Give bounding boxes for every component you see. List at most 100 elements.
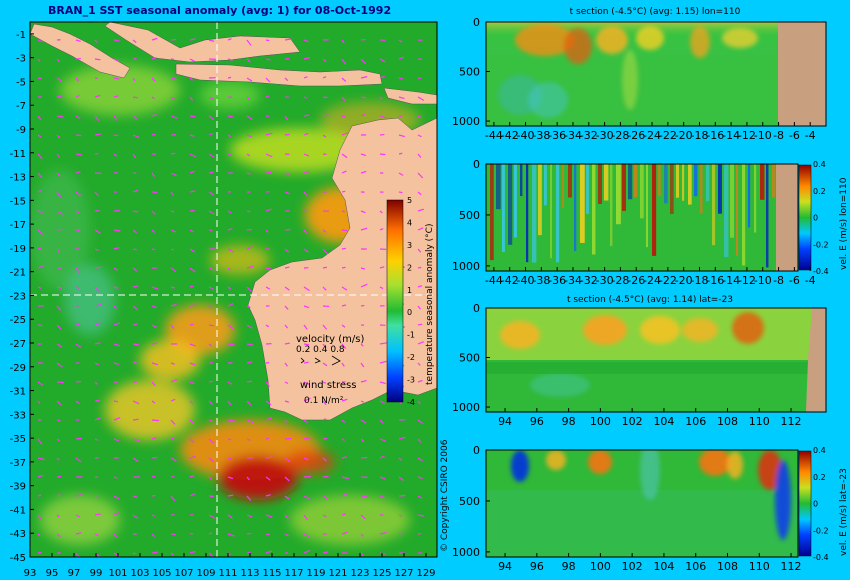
temperature-colorbar-label: temperature seasonal anomaly (°C) xyxy=(425,224,435,385)
map-ytick-label: -45 xyxy=(10,553,26,564)
panel-xtick-label: -38 xyxy=(532,274,550,287)
panel4-field xyxy=(486,450,798,557)
panel-xtick-label: -42 xyxy=(501,274,519,287)
panel-xtick-label: -26 xyxy=(627,274,645,287)
panel-xtick-label: -34 xyxy=(564,274,582,287)
panel3-field xyxy=(486,308,826,412)
panel-xtick-label: 100 xyxy=(590,415,611,428)
panel-xtick-label: 106 xyxy=(685,560,706,573)
map-xtick-label: 107 xyxy=(174,568,193,579)
velocity-legend-label: velocity (m/s) xyxy=(296,334,364,345)
panel-ytick-label: 0 xyxy=(473,16,480,29)
map-xtick-label: 129 xyxy=(416,568,435,579)
panel4-colorbar-label: vel. E (m/s) lat=-23 xyxy=(839,468,849,556)
panel-ytick-label: 500 xyxy=(459,495,480,508)
land-sumatra xyxy=(30,23,131,79)
panel-xtick-label: -6 xyxy=(789,129,800,142)
panel-vel-lon110: 0.4 0.2 0 -0.2 -0.4 vel. E (m/s) lon=110 -44… xyxy=(452,158,849,287)
panel-xtick-label: -32 xyxy=(580,129,598,142)
map-xtick-label: 109 xyxy=(196,568,215,579)
temperature-colorbar-tick: -4 xyxy=(407,398,415,407)
panel-xtick-label: -32 xyxy=(580,274,598,287)
panel-xtick-label: -12 xyxy=(738,129,756,142)
panel-t-section-lat-23: t section (-4.5°C) (avg: 1.14) lat=-23 9… xyxy=(452,295,827,428)
map-ytick-label: -37 xyxy=(10,458,26,469)
velocity-colorbar-tick: 0.4 xyxy=(813,446,826,455)
map-xtick-label: 125 xyxy=(372,568,391,579)
panel2-axes: -44-42-40-38-36-34-32-30-28-26-24-22-20-… xyxy=(452,158,816,287)
map-xtick-label: 97 xyxy=(68,568,81,579)
panel-ytick-label: 1000 xyxy=(452,260,480,273)
panel-xtick-label: 112 xyxy=(781,560,802,573)
panel-xtick-label: -38 xyxy=(532,129,550,142)
map-xtick-label: 121 xyxy=(328,568,347,579)
panel-xtick-label: 110 xyxy=(749,415,770,428)
panel1-land xyxy=(778,22,826,126)
map-xtick-label: 93 xyxy=(24,568,37,579)
panel-xtick-label: 108 xyxy=(717,415,738,428)
panel-xtick-label: 106 xyxy=(685,415,706,428)
panel-xtick-label: 110 xyxy=(749,560,770,573)
temperature-colorbar-ticks: 5 4 3 2 1 0 -1 -2 -3 -4 xyxy=(407,196,415,407)
panel2-field xyxy=(490,164,798,271)
map-anomaly-field xyxy=(30,22,437,557)
map-xtick-label: 99 xyxy=(90,568,103,579)
map-ytick-label: -3 xyxy=(16,54,26,65)
map-ytick-label: -21 xyxy=(10,268,26,279)
panel-xtick-label: 96 xyxy=(530,415,544,428)
panel3-land xyxy=(806,308,826,412)
panel-xtick-label: -36 xyxy=(548,274,566,287)
panel-ytick-label: 500 xyxy=(459,66,480,79)
temperature-colorbar-tick: 0 xyxy=(407,308,412,317)
temperature-colorbar-tick: -3 xyxy=(407,376,415,385)
panel-xtick-label: -6 xyxy=(789,274,800,287)
panel-xtick-label: -30 xyxy=(596,129,614,142)
panel-xtick-label: -4 xyxy=(805,274,816,287)
panel-xtick-label: -18 xyxy=(691,274,709,287)
map-ytick-label: -17 xyxy=(10,220,26,231)
sst-map: 93 95 97 99 101 103 105 107 109 111 113 115 117 119 12… xyxy=(10,21,438,579)
temperature-colorbar-tick: 1 xyxy=(407,286,412,295)
map-xtick-label: 105 xyxy=(152,568,171,579)
panel-xtick-label: -20 xyxy=(675,129,693,142)
temperature-colorbar-tick: 4 xyxy=(407,218,412,227)
panel-xtick-label: -22 xyxy=(659,274,677,287)
map-xtick-label: 103 xyxy=(130,568,149,579)
panel-xtick-label: -4 xyxy=(805,129,816,142)
map-xtick-label: 113 xyxy=(240,568,259,579)
map-xtick-label: 111 xyxy=(218,568,237,579)
panel-xtick-label: -28 xyxy=(611,129,629,142)
land-borneo xyxy=(104,22,301,63)
map-ytick-label: -11 xyxy=(10,149,26,160)
panel4-axes: 94 96 98 100 102 104 106 108 110 112 0 500 1000 xyxy=(452,444,802,573)
panel-ytick-label: 500 xyxy=(459,352,480,365)
velocity-legend-arrows xyxy=(300,355,341,366)
velocity-colorbar-tick: 0 xyxy=(813,500,818,509)
panel-ytick-label: 0 xyxy=(473,302,480,315)
panel2-colorbar-label: vel. E (m/s) lon=110 xyxy=(839,177,849,270)
panel-xtick-label: -42 xyxy=(501,129,519,142)
wind-legend-scale: 0.1 N/m² xyxy=(304,396,344,406)
panel-xtick-label: -40 xyxy=(517,274,535,287)
page-title: BRAN_1 SST seasonal anomaly (avg: 1) for… xyxy=(48,4,391,17)
velocity-colorbar-tick: 0 xyxy=(813,214,818,223)
panel-xtick-label: -24 xyxy=(643,274,661,287)
panel-xtick-label: 94 xyxy=(498,560,512,573)
velocity-colorbar-tick: 0.4 xyxy=(813,160,826,169)
panel-t-section-lon110: t section (-4.5°C) (avg: 1.15) lon=110 -… xyxy=(452,7,827,142)
panel-xtick-label: -8 xyxy=(773,274,784,287)
panel-xtick-label: 102 xyxy=(622,560,643,573)
panel-xtick-label: -30 xyxy=(596,274,614,287)
map-ytick-label: -19 xyxy=(10,244,26,255)
map-ytick-label: -31 xyxy=(10,387,26,398)
map-ytick-label: -5 xyxy=(16,77,26,88)
panel-xtick-label: 98 xyxy=(562,415,576,428)
map-ytick-label: -23 xyxy=(10,291,26,302)
velocity-colorbar-tick: -0.2 xyxy=(813,240,829,249)
velocity-colorbar-tick: -0.4 xyxy=(813,267,829,276)
map-ytick-label: -33 xyxy=(10,410,26,421)
map-ytick-label: -7 xyxy=(16,101,26,112)
wind-legend-label: wind stress xyxy=(300,380,356,391)
temperature-colorbar xyxy=(386,199,404,403)
